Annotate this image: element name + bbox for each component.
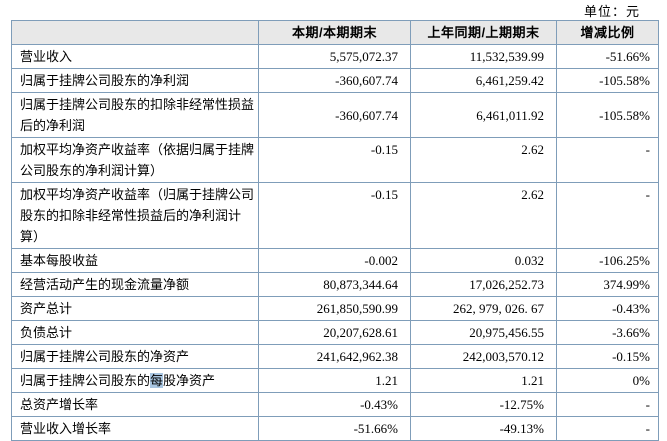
cell-current-period: 20,207,628.61 bbox=[258, 320, 411, 345]
cell-change-ratio: -106.25% bbox=[556, 248, 659, 273]
row-label: 经营活动产生的现金流量净额 bbox=[11, 272, 259, 297]
cell-prior-period: 6,461,259.42 bbox=[410, 68, 557, 93]
cell-change-ratio: - bbox=[556, 392, 659, 417]
cell-change-ratio: -105.58% bbox=[556, 68, 659, 93]
row-label: 总资产增长率 bbox=[11, 392, 259, 417]
cell-change-ratio: - bbox=[556, 137, 659, 183]
row-label-text: 股净资产 bbox=[163, 373, 216, 388]
cell-current-period: -0.002 bbox=[258, 248, 411, 273]
cell-current-period: -360,607.74 bbox=[258, 68, 411, 93]
row-label: 归属于挂牌公司股东的净资产 bbox=[11, 344, 259, 369]
cell-prior-period: 11,532,539.99 bbox=[410, 44, 557, 69]
cell-prior-period: 6,461,011.92 bbox=[410, 92, 557, 138]
table-row: 归属于挂牌公司股东的净利润 -360,607.74 6,461,259.42 -105… bbox=[11, 68, 659, 93]
cell-change-ratio: - bbox=[556, 182, 659, 249]
highlighted-char: 每 bbox=[150, 373, 164, 388]
table-row: 加权平均净资产收益率（依据归属于挂牌公司股东的净利润计算） -0.15 2.62- bbox=[11, 137, 659, 183]
table-row: 营业收入 5,575,072.37 11,532,539.99 -51.66% bbox=[11, 44, 659, 69]
cell-current-period: -0.43% bbox=[258, 392, 411, 417]
row-label: 归属于挂牌公司股东的每股净资产 bbox=[11, 368, 259, 393]
cell-prior-period: 17,026,252.73 bbox=[410, 272, 557, 297]
cell-current-period: -0.15 bbox=[258, 182, 411, 249]
unit-label: 单位：元 bbox=[583, 4, 640, 19]
cell-change-ratio: 0% bbox=[556, 368, 659, 393]
cell-prior-period: 20,975,456.55 bbox=[410, 320, 557, 345]
table-row: 加权平均净资产收益率（归属于挂牌公司股东的扣除非经常性损益后的净利润计算） -0.… bbox=[11, 182, 659, 249]
table-row: 负债总计 20,207,628.61 20,975,456.55 -3.66% bbox=[11, 320, 659, 345]
row-label: 加权平均净资产收益率（归属于挂牌公司股东的扣除非经常性损益后的净利润计算） bbox=[11, 182, 259, 249]
cell-prior-period: 2.62 bbox=[410, 182, 557, 249]
cell-prior-period: -12.75% bbox=[410, 392, 557, 417]
cell-prior-period: 0.032 bbox=[410, 248, 557, 273]
cell-change-ratio: -0.43% bbox=[556, 296, 659, 321]
header-change-ratio: 增减比例 bbox=[556, 20, 659, 45]
cell-change-ratio: -0.15% bbox=[556, 344, 659, 369]
cell-change-ratio: - bbox=[556, 416, 659, 441]
row-label: 基本每股收益 bbox=[11, 248, 259, 273]
header-prior-period: 上年同期/上期期末 bbox=[410, 20, 557, 45]
cell-current-period: 1.21 bbox=[258, 368, 411, 393]
cell-current-period: 5,575,072.37 bbox=[258, 44, 411, 69]
table-row: 归属于挂牌公司股东的扣除非经常性损益后的净利润 -360,607.74 6,461,… bbox=[11, 92, 659, 138]
row-label: 营业收入增长率 bbox=[11, 416, 259, 441]
table-row: 营业收入增长率 -51.66% -49.13% - bbox=[11, 416, 659, 441]
table-body: 营业收入 5,575,072.37 11,532,539.99 -51.66% 归属于挂… bbox=[11, 44, 659, 441]
cell-prior-period: 242,003,570.12 bbox=[410, 344, 557, 369]
cell-change-ratio: -105.58% bbox=[556, 92, 659, 138]
cell-current-period: 261,850,590.99 bbox=[258, 296, 411, 321]
table-row: 总资产增长率 -0.43% -12.75% - bbox=[11, 392, 659, 417]
table-row: 经营活动产生的现金流量净额 80,873,344.64 17,026,252.73 3… bbox=[11, 272, 659, 297]
cell-change-ratio: 374.99% bbox=[556, 272, 659, 297]
cell-current-period: -51.66% bbox=[258, 416, 411, 441]
table-row: 归属于挂牌公司股东的每股净资产 1.21 1.21 0% bbox=[11, 368, 659, 393]
financial-summary-table: 本期/本期期末 上年同期/上期期末 增减比例 营业收入 5,575,072.37 1… bbox=[11, 20, 659, 441]
cell-current-period: 80,873,344.64 bbox=[258, 272, 411, 297]
cell-change-ratio: -51.66% bbox=[556, 44, 659, 69]
table-row: 基本每股收益 -0.002 0.032 -106.25% bbox=[11, 248, 659, 273]
cell-change-ratio: -3.66% bbox=[556, 320, 659, 345]
cell-prior-period: 1.21 bbox=[410, 368, 557, 393]
row-label: 营业收入 bbox=[11, 44, 259, 69]
cell-prior-period: 262, 979, 026. 67 bbox=[410, 296, 557, 321]
cell-current-period: 241,642,962.38 bbox=[258, 344, 411, 369]
row-label: 归属于挂牌公司股东的净利润 bbox=[11, 68, 259, 93]
row-label: 资产总计 bbox=[11, 296, 259, 321]
table-row: 资产总计 261,850,590.99 262, 979, 026. 67 -0.43… bbox=[11, 296, 659, 321]
cell-current-period: -0.15 bbox=[258, 137, 411, 183]
table-row: 归属于挂牌公司股东的净资产 241,642,962.38 242,003,570.1… bbox=[11, 344, 659, 369]
cell-prior-period: -49.13% bbox=[410, 416, 557, 441]
cell-current-period: -360,607.74 bbox=[258, 92, 411, 138]
row-label: 加权平均净资产收益率（依据归属于挂牌公司股东的净利润计算） bbox=[11, 137, 259, 183]
cell-prior-period: 2.62 bbox=[410, 137, 557, 183]
table-header-row: 本期/本期期末 上年同期/上期期末 增减比例 bbox=[11, 20, 659, 45]
row-label: 归属于挂牌公司股东的扣除非经常性损益后的净利润 bbox=[11, 92, 259, 138]
row-label-text: 归属于挂牌公司股东的 bbox=[20, 373, 151, 388]
row-label: 负债总计 bbox=[11, 320, 259, 345]
header-blank-cell bbox=[11, 20, 259, 45]
header-current-period: 本期/本期期末 bbox=[258, 20, 411, 45]
